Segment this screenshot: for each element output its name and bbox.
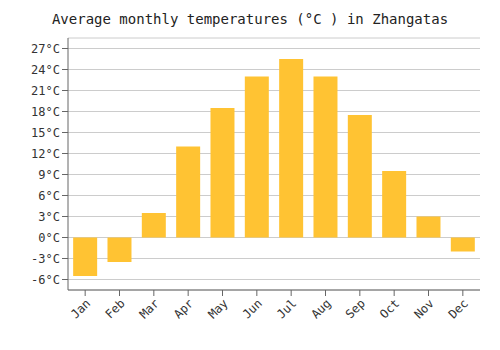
svg-text:Aug: Aug [308,296,333,321]
svg-text:Apr: Apr [171,296,196,321]
svg-text:12°C: 12°C [31,147,60,161]
svg-text:27°C: 27°C [31,42,60,56]
svg-text:15°C: 15°C [31,126,60,140]
svg-text:May: May [205,296,230,321]
svg-text:Jan: Jan [68,296,93,321]
svg-text:21°C: 21°C [31,84,60,98]
svg-text:Mar: Mar [137,296,162,321]
svg-text:Jul: Jul [274,296,299,321]
svg-text:9°C: 9°C [38,168,60,182]
svg-text:-3°C: -3°C [31,252,60,266]
html-text:Average monthly temperatures (: Average monthly temperatures (°C ) in Zh… [51,11,449,27]
svg-text:Sep: Sep [343,296,368,321]
svg-text:24°C: 24°C [31,63,60,77]
svg-text:0°C: 0°C [38,231,60,245]
svg-text:Feb: Feb [102,296,127,321]
svg-text:6°C: 6°C [38,189,60,203]
svg-text:18°C: 18°C [31,105,60,119]
svg-text:Nov: Nov [411,296,436,321]
svg-text:3°C: 3°C [38,210,60,224]
svg-text:Jun: Jun [240,296,265,321]
svg-text:Dec: Dec [446,296,471,321]
svg-text:Oct: Oct [377,296,402,321]
svg-text:-6°C: -6°C [31,273,60,287]
